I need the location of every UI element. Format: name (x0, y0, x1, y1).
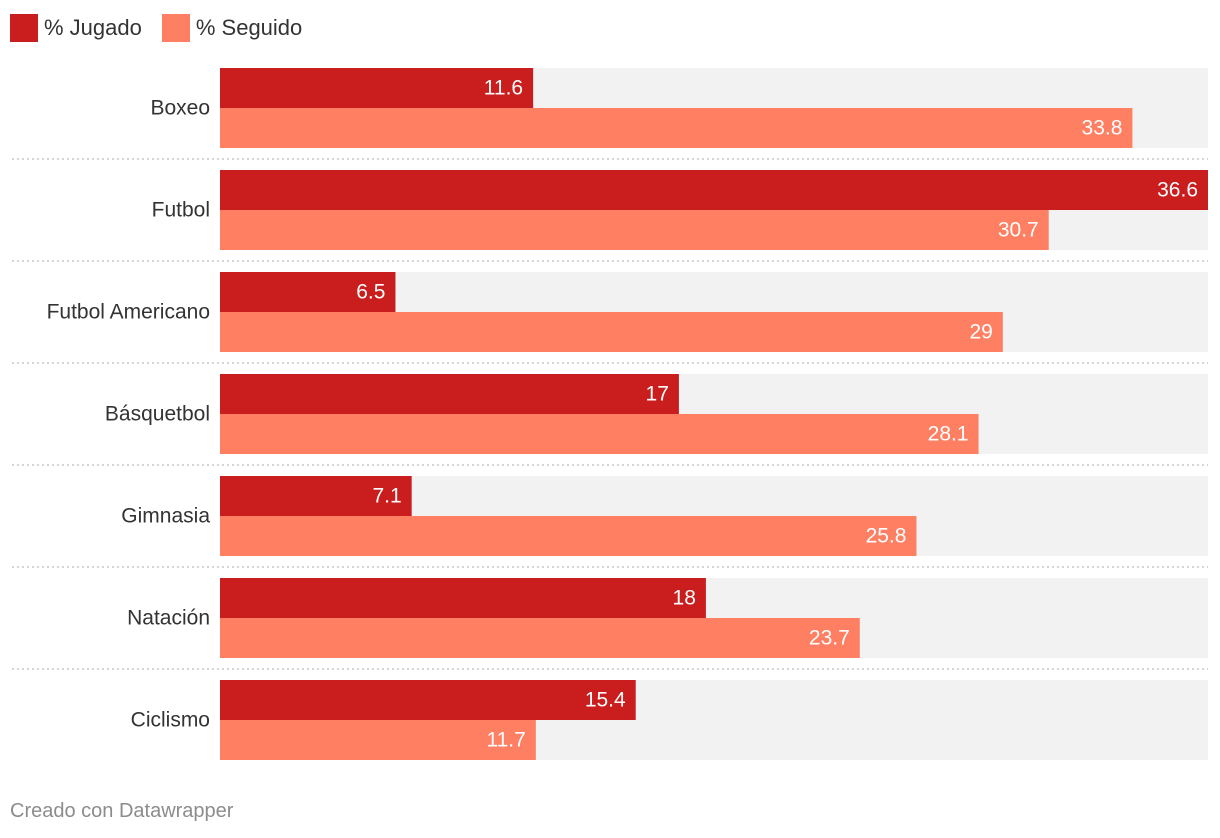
value-label-jugado-natacion: 18 (673, 587, 696, 610)
legend-item-seguido: % Seguido (161, 14, 303, 42)
category-label-gimnasia: Gimnasia (121, 505, 210, 528)
legend-item-jugado: % Jugado (10, 14, 142, 42)
category-label-futbol: Futbol (152, 199, 210, 222)
category-label-futbol-americano: Futbol Americano (47, 301, 210, 324)
bar-jugado-basquetbol (220, 374, 679, 414)
value-label-seguido-futbol: 30.7 (998, 219, 1039, 242)
legend-swatch-seguido (161, 14, 190, 42)
bar-jugado-boxeo (220, 68, 534, 108)
value-label-jugado-ciclismo: 15.4 (585, 689, 626, 712)
bar-jugado-ciclismo (220, 680, 636, 720)
category-label-boxeo: Boxeo (150, 97, 210, 120)
value-label-seguido-basquetbol: 28.1 (928, 423, 969, 446)
value-label-jugado-basquetbol: 17 (646, 383, 669, 406)
bar-jugado-futbol-americano (220, 272, 396, 312)
bar-seguido-ciclismo (220, 720, 536, 760)
category-label-basquetbol: Básquetbol (105, 403, 210, 426)
bar-jugado-gimnasia (220, 476, 412, 516)
legend-label-seguido: % Seguido (195, 15, 303, 40)
legend-swatch-jugado (10, 14, 38, 42)
footer-credit: Creado con Datawrapper (10, 800, 234, 822)
category-label-natacion: Natación (127, 607, 210, 630)
value-label-jugado-boxeo: 11.6 (484, 77, 523, 100)
bar-seguido-boxeo (220, 108, 1133, 148)
value-label-jugado-futbol: 36.6 (1157, 179, 1198, 202)
value-label-seguido-gimnasia: 25.8 (866, 525, 907, 548)
value-label-seguido-ciclismo: 11.7 (487, 729, 526, 752)
value-label-jugado-gimnasia: 7.1 (372, 485, 401, 508)
bar-seguido-futbol (220, 210, 1049, 250)
bar-seguido-futbol-americano (220, 312, 1003, 352)
bar-chart: Boxeo 11.6 33.8 Futbol 36.6 30.7 Futbol Americ… (12, 68, 1208, 760)
legend: % Jugado % Seguido (10, 12, 322, 44)
bar-jugado-futbol (220, 170, 1208, 210)
value-label-seguido-natacion: 23.7 (809, 627, 850, 650)
category-label-ciclismo: Ciclismo (131, 709, 210, 732)
bar-seguido-basquetbol (220, 414, 979, 454)
legend-label-jugado: % Jugado (44, 15, 142, 40)
value-label-jugado-futbol-americano: 6.5 (356, 281, 385, 304)
value-label-seguido-boxeo: 33.8 (1082, 117, 1123, 140)
bar-seguido-gimnasia (220, 516, 917, 556)
bar-jugado-natacion (220, 578, 706, 618)
value-label-seguido-futbol-americano: 29 (969, 321, 992, 344)
bar-seguido-natacion (220, 618, 860, 658)
